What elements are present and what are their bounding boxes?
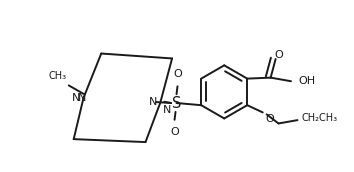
Text: N: N [78,93,87,103]
Text: S: S [172,95,181,111]
Text: N: N [72,93,81,103]
Text: O: O [170,127,179,137]
Text: N: N [163,105,172,115]
Text: N: N [149,97,157,107]
Text: CH₂CH₃: CH₂CH₃ [302,113,338,123]
Text: CH₃: CH₃ [48,72,67,82]
Text: O: O [265,114,274,124]
Text: O: O [173,69,182,79]
Text: O: O [274,50,283,60]
Text: OH: OH [298,76,315,86]
